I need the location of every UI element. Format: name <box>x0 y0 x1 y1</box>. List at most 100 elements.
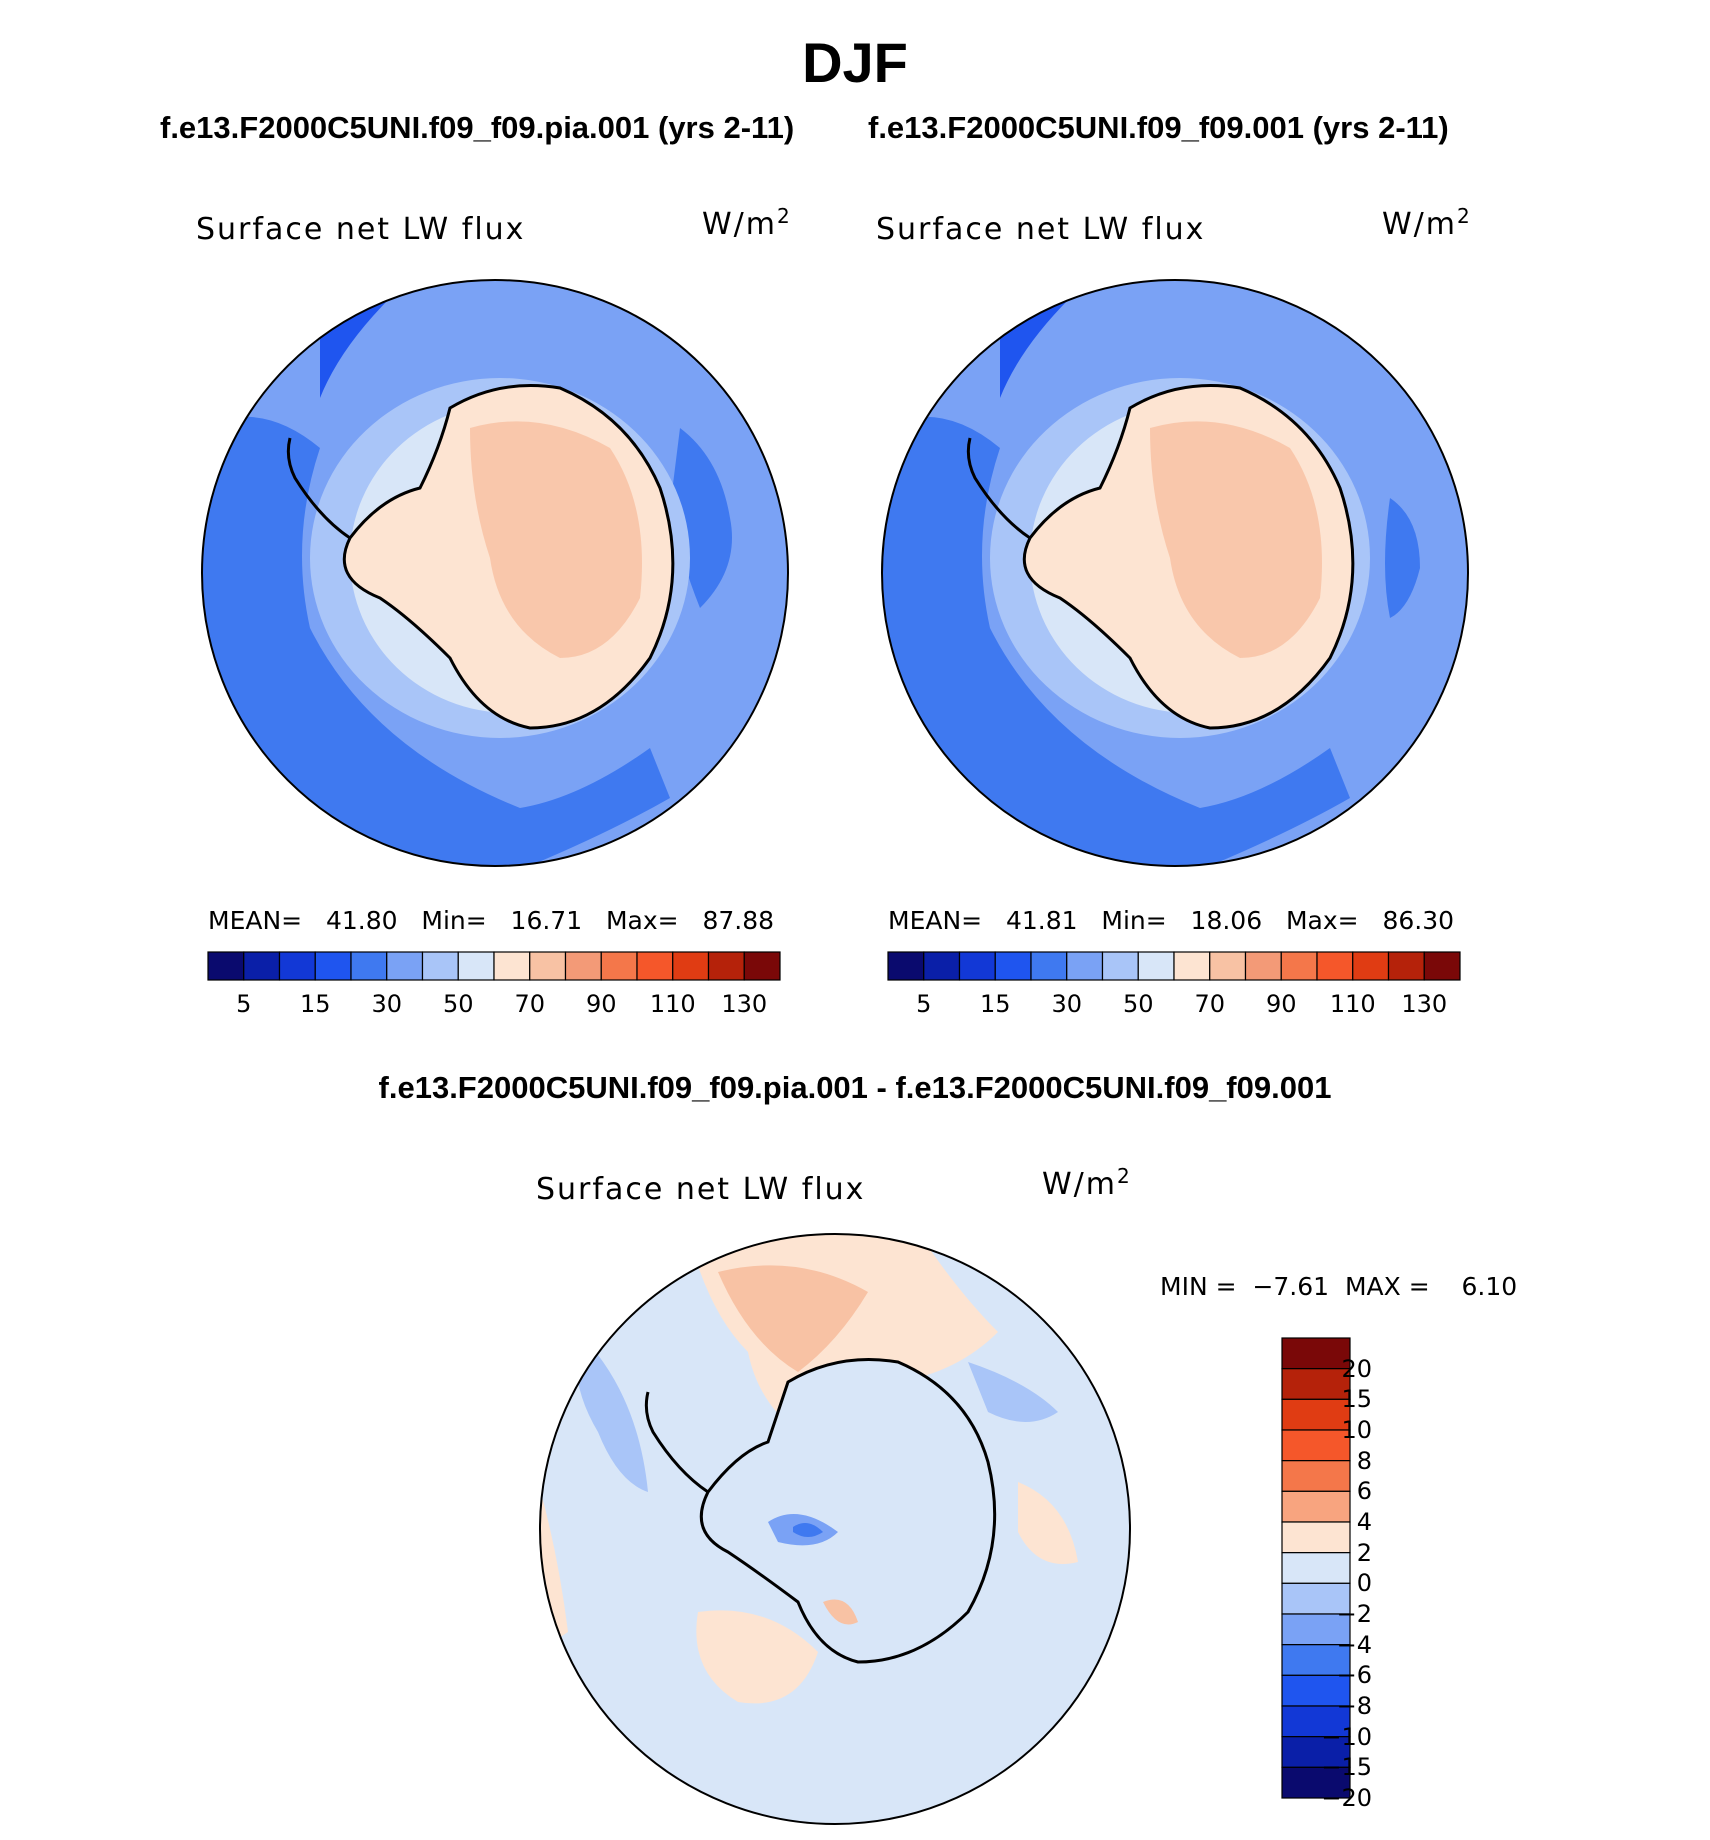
colorbar-swatch <box>600 951 638 981</box>
colorbar-swatch <box>1030 951 1068 981</box>
colorbar-tick-label: 90 <box>1265 990 1297 1018</box>
colorbar-tick-label: 50 <box>1122 990 1154 1018</box>
colorbar-tick-label: 30 <box>371 990 403 1018</box>
season-title: DJF <box>802 31 908 94</box>
colorbar-swatch <box>1209 951 1247 981</box>
colorbar-swatch <box>1281 1398 1351 1431</box>
left-stats: MEAN= 41.80 Min= 16.71 Max= 87.88 <box>208 906 775 935</box>
colorbar-tick-label: 70 <box>514 990 546 1018</box>
right-case-title: f.e13.F2000C5UNI.f09_f09.001 (yrs 2-11) <box>868 110 1449 145</box>
colorbar-tick-label: 4 <box>1356 1508 1372 1536</box>
colorbar-swatch <box>1281 1582 1351 1615</box>
colorbar-swatch <box>1137 951 1175 981</box>
colorbar-swatch <box>887 951 925 981</box>
colorbar-swatch <box>923 951 961 981</box>
colorbar-swatch <box>350 951 388 981</box>
diff-stats: MIN = −7.61 MAX = 6.10 <box>1160 1272 1518 1301</box>
diff-variable-label: Surface net LW flux <box>536 1172 866 1207</box>
colorbar-swatch <box>529 951 567 981</box>
colorbar-swatch <box>1316 951 1354 981</box>
difference-map <box>539 1233 1131 1825</box>
colorbar-swatch <box>636 951 674 981</box>
colorbar-tick-label: −6 <box>1336 1661 1372 1690</box>
right-units-label: W/m2 <box>1382 204 1472 242</box>
colorbar-swatch <box>1281 1552 1351 1584</box>
difference-title: f.e13.F2000C5UNI.f09_f09.pia.001 - f.e13… <box>378 1070 1332 1105</box>
colorbar-tick-label: 110 <box>1329 990 1376 1018</box>
left-colorbar <box>207 951 781 981</box>
colorbar-swatch <box>1423 951 1461 981</box>
colorbar-tick-label: −10 <box>1321 1722 1372 1751</box>
colorbar-swatch <box>207 951 245 981</box>
colorbar-swatch <box>707 951 745 981</box>
right-colorbar <box>887 951 1461 981</box>
colorbar-tick-label: 130 <box>721 990 768 1018</box>
diff-units-label: W/m2 <box>1042 1164 1132 1202</box>
colorbar-tick-label: 0 <box>1356 1569 1372 1598</box>
right-colorbar-labels: 5 15 30 50 70 90 110 130 <box>888 990 1460 1020</box>
colorbar-swatch <box>278 951 316 981</box>
right-stats: MEAN= 41.81 Min= 18.06 Max= 86.30 <box>888 906 1455 935</box>
colorbar-swatch <box>564 951 602 981</box>
right-variable-label: Surface net LW flux <box>876 212 1206 247</box>
colorbar-swatch <box>457 951 495 981</box>
colorbar-swatch <box>1281 1674 1351 1707</box>
colorbar-tick-label: 10 <box>1341 1416 1372 1444</box>
colorbar-swatch <box>1281 1337 1351 1370</box>
colorbar-tick-label: −4 <box>1336 1630 1372 1659</box>
colorbar-tick-label: 130 <box>1401 990 1448 1018</box>
left-variable-label: Surface net LW flux <box>196 212 526 247</box>
colorbar-swatch <box>1066 951 1104 981</box>
colorbar-swatch <box>1387 951 1425 981</box>
colorbar-tick-label: 5 <box>236 990 252 1018</box>
colorbar-swatch <box>1281 1460 1351 1492</box>
colorbar-swatch <box>314 951 352 981</box>
colorbar-tick-label: 50 <box>442 990 474 1018</box>
colorbar-swatch <box>1281 1429 1351 1462</box>
colorbar-tick-label: −2 <box>1336 1600 1372 1628</box>
colorbar-tick-label: 6 <box>1356 1477 1372 1506</box>
difference-colorbar-labels: 20 15 10 8 6 4 2 0 −2 −4 −6 −8 −10 −15 −20 <box>1312 1338 1412 1812</box>
colorbar-tick-label: −15 <box>1321 1753 1372 1782</box>
left-map <box>201 279 789 867</box>
colorbar-swatch <box>1281 1490 1351 1523</box>
colorbar-swatch <box>1281 1521 1351 1554</box>
colorbar-tick-label: −20 <box>1321 1784 1372 1812</box>
colorbar-swatch <box>1281 1736 1351 1768</box>
colorbar-tick-label: 110 <box>649 990 696 1018</box>
colorbar-swatch <box>1173 951 1211 981</box>
colorbar-tick-label: 30 <box>1051 990 1083 1018</box>
colorbar-tick-label: 15 <box>299 990 331 1018</box>
colorbar-swatch <box>1244 951 1282 981</box>
colorbar-swatch <box>1281 1644 1351 1676</box>
difference-colorbar <box>1281 1337 1351 1799</box>
left-case-title: f.e13.F2000C5UNI.f09_f09.pia.001 (yrs 2-… <box>160 110 795 145</box>
colorbar-swatch <box>1281 1368 1351 1400</box>
colorbar-tick-label: −8 <box>1336 1692 1372 1720</box>
colorbar-tick-label: 90 <box>585 990 617 1018</box>
colorbar-tick-label: 15 <box>979 990 1011 1018</box>
colorbar-swatch <box>493 951 531 981</box>
colorbar-swatch <box>421 951 459 981</box>
colorbar-swatch <box>243 951 281 981</box>
colorbar-tick-label: 15 <box>1341 1385 1372 1414</box>
colorbar-swatch <box>958 951 996 981</box>
colorbar-tick-label: 2 <box>1356 1538 1372 1567</box>
colorbar-swatch <box>672 951 710 981</box>
colorbar-swatch <box>1280 951 1318 981</box>
colorbar-swatch <box>1101 951 1139 981</box>
colorbar-tick-label: 70 <box>1194 990 1226 1018</box>
colorbar-swatch <box>1281 1766 1351 1799</box>
colorbar-swatch <box>994 951 1032 981</box>
colorbar-tick-label: 5 <box>916 990 932 1018</box>
left-units-label: W/m2 <box>702 204 792 242</box>
colorbar-tick-label: 20 <box>1341 1354 1372 1383</box>
colorbar-swatch <box>386 951 424 981</box>
right-map <box>881 279 1469 867</box>
left-colorbar-labels: 5 15 30 50 70 90 110 130 <box>208 990 780 1020</box>
colorbar-swatch <box>743 951 781 981</box>
colorbar-swatch <box>1281 1705 1351 1738</box>
colorbar-swatch <box>1352 951 1390 981</box>
colorbar-swatch <box>1281 1613 1351 1646</box>
colorbar-tick-label: 8 <box>1356 1446 1372 1475</box>
